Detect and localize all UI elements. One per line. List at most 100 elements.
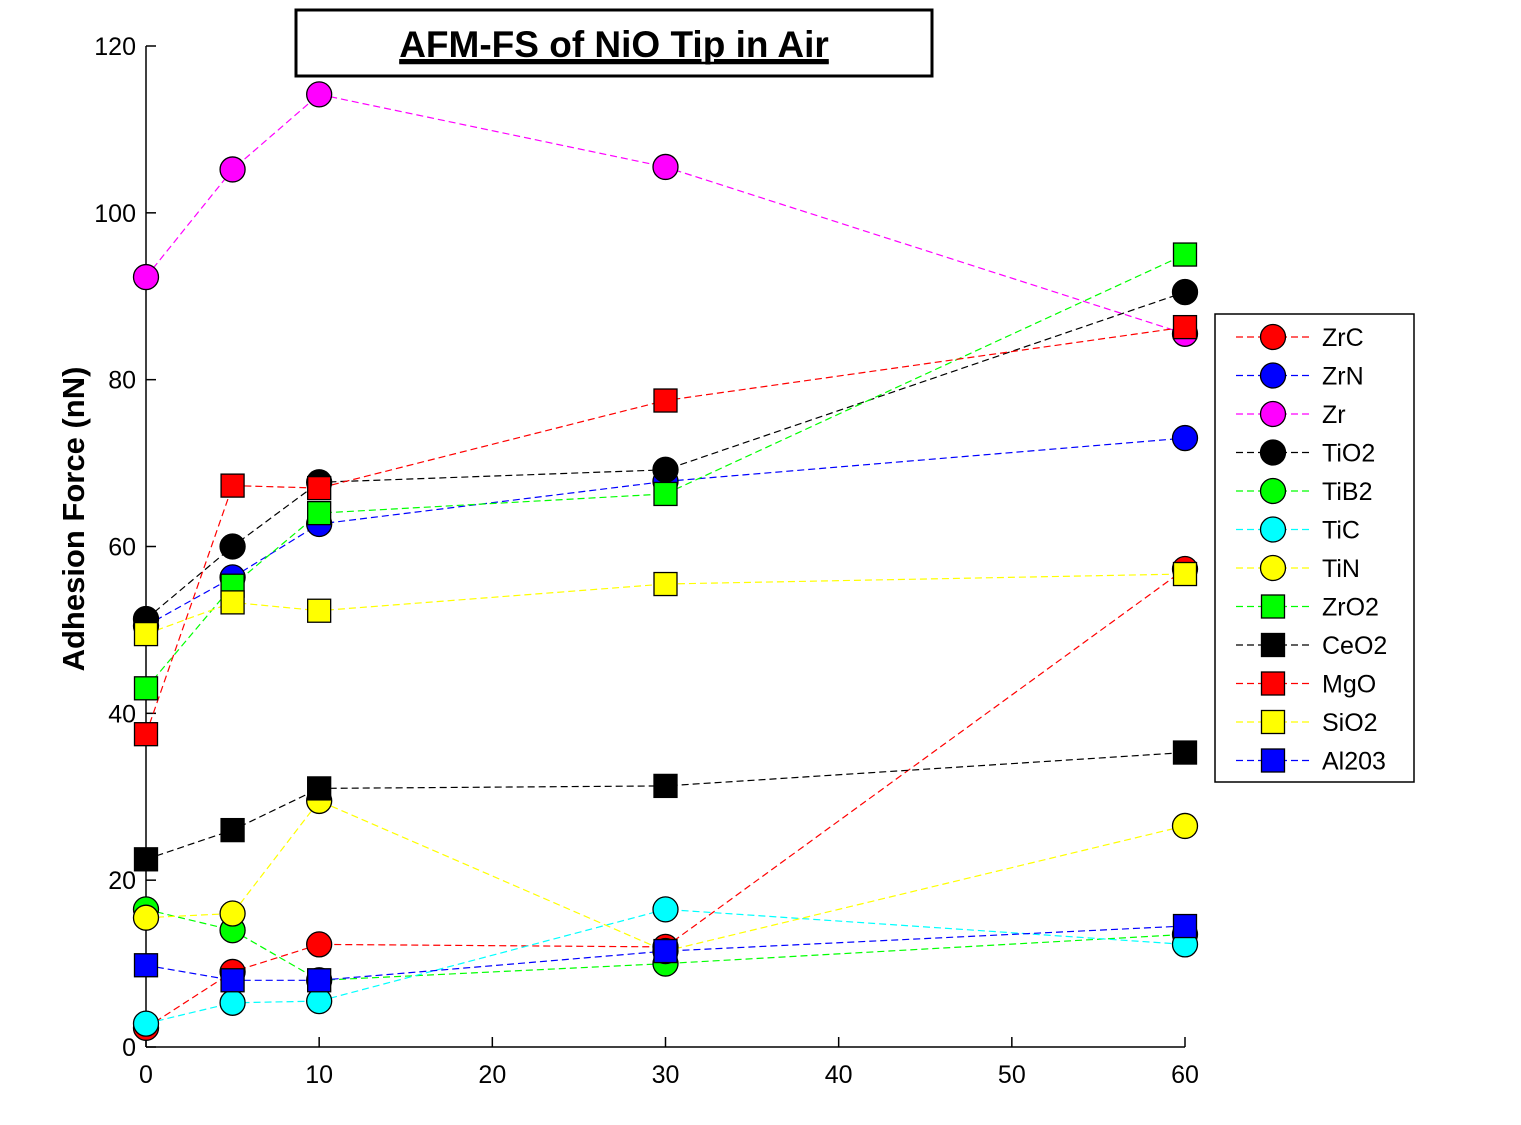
legend-entry-zrc: ZrC (1236, 323, 1364, 352)
data-point (133, 676, 159, 701)
data-point (306, 81, 333, 108)
chart-title: AFM-FS of NiO Tip in Air (399, 24, 829, 65)
legend-label: Al203 (1322, 748, 1386, 776)
legend-marker (1259, 554, 1287, 582)
legend-label: MgO (1322, 671, 1376, 699)
data-point (1172, 740, 1198, 765)
legend-marker (1259, 516, 1287, 543)
data-point (1171, 812, 1199, 840)
data-point (307, 968, 332, 993)
series-markers-al203 (133, 913, 1198, 993)
series-markers-zr (132, 81, 1199, 347)
data-point (652, 896, 679, 923)
series-markers-mgo (133, 314, 1198, 747)
legend-marker (1259, 362, 1287, 389)
legend-marker (1259, 400, 1287, 428)
legend-label: TiO2 (1322, 440, 1375, 468)
data-point (132, 1010, 160, 1037)
legend-marker (1259, 439, 1287, 466)
legend-label: ZrC (1322, 324, 1364, 352)
chart-title-box: AFM-FS of NiO Tip in Air (294, 8, 934, 78)
data-point (1171, 424, 1199, 452)
legend-entry-tib2: TiB2 (1236, 477, 1372, 506)
series-line-tin (145, 800, 1186, 952)
data-point (133, 847, 159, 872)
legend-box (1214, 313, 1415, 783)
legend-entry-mgo: MgO (1236, 671, 1376, 699)
data-point (1172, 242, 1198, 267)
series-markers-ceo2 (133, 740, 1198, 872)
x-tick-label: 10 (305, 1061, 333, 1089)
data-point (132, 263, 160, 291)
legend-label: TiB2 (1322, 478, 1372, 506)
series-markers-sio2 (133, 561, 1198, 647)
legend-entry-sio2: SiO2 (1236, 709, 1378, 737)
legend-marker (1260, 709, 1286, 735)
legend-label: TiN (1322, 555, 1360, 583)
series-line-ceo2 (145, 751, 1186, 860)
legend-marker (1260, 632, 1286, 658)
data-point (220, 968, 245, 993)
legend-entry-tin: TiN (1236, 554, 1360, 583)
data-point (1172, 561, 1198, 587)
data-point (652, 456, 679, 483)
data-point (132, 904, 160, 931)
series-line-mgo (145, 326, 1186, 735)
y-tick-label: 40 (108, 700, 136, 728)
legend-label: ZrO2 (1322, 594, 1379, 622)
data-point (1172, 913, 1198, 939)
legend-entry-zrn: ZrN (1236, 362, 1364, 391)
data-point (653, 481, 678, 507)
data-point (220, 590, 245, 615)
legend-entry-tic: TiC (1236, 516, 1360, 545)
data-point (219, 989, 246, 1016)
x-tick-label: 50 (998, 1061, 1026, 1089)
y-tick-label: 20 (108, 867, 136, 895)
x-tick-label: 0 (139, 1061, 153, 1089)
legend-marker (1259, 477, 1287, 505)
series-markers (132, 81, 1199, 1041)
y-tick-label: 80 (108, 367, 136, 395)
legend-marker (1260, 671, 1286, 696)
data-point (307, 475, 332, 501)
legend-entry-al203: Al203 (1236, 748, 1386, 776)
legend-label: Zr (1322, 401, 1346, 429)
data-point (133, 722, 159, 747)
series-markers-tio2 (132, 278, 1199, 633)
data-point (652, 153, 679, 181)
data-point (307, 776, 332, 801)
data-point (133, 953, 159, 978)
x-tick-label: 60 (1171, 1061, 1199, 1089)
data-point (306, 931, 333, 958)
x-tick-label: 20 (478, 1061, 506, 1089)
legend-entry-zro2: ZrO2 (1236, 594, 1379, 622)
legend-entry-ceo2: CeO2 (1236, 632, 1387, 660)
legend-entry-tio2: TiO2 (1236, 439, 1375, 468)
y-axis-title: Adhesion Force (nN) (56, 367, 91, 672)
series-lines (145, 93, 1186, 1029)
y-tick-label: 60 (108, 534, 136, 562)
legend-label: TiC (1322, 517, 1360, 545)
y-tick-label: 120 (94, 33, 136, 61)
data-point (219, 533, 246, 560)
legend-marker (1260, 748, 1286, 773)
series-markers-zro2 (133, 242, 1198, 701)
legend: ZrC ZrN Zr TiO2 TiB2 TiC TiN ZrO2 CeO2 MgO SiO2 Al2… (1214, 313, 1415, 783)
legend-label: CeO2 (1322, 632, 1387, 660)
data-point (219, 900, 246, 927)
y-tick-label: 0 (122, 1034, 136, 1062)
y-tick-label: 100 (94, 200, 136, 228)
data-point (220, 817, 245, 843)
data-point (1172, 314, 1198, 340)
axis-ticks: 0 20 40 60 80 100 120 0 10 20 30 40 50 60 (94, 33, 1199, 1089)
series-line-tic (145, 908, 1186, 1025)
series-line-zr (145, 93, 1186, 335)
series-line-al203 (145, 925, 1186, 981)
data-point (307, 500, 332, 526)
data-point (133, 621, 159, 647)
data-point (653, 773, 678, 799)
x-tick-label: 40 (825, 1061, 853, 1089)
data-point (220, 473, 245, 498)
data-point (653, 388, 678, 413)
